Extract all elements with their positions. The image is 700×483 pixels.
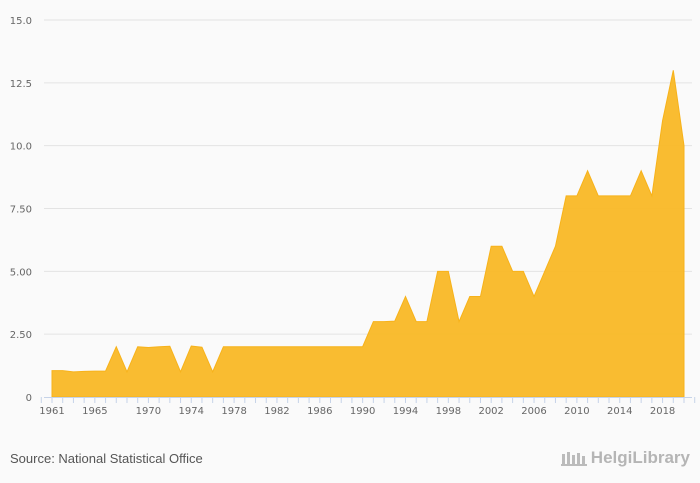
y-tick-label: 12.5: [10, 79, 32, 90]
area-chart: 0 2.50 5.00 7.50 10.0 12.5 15.0 1961 1965 1970 197…: [10, 16, 696, 417]
source-note: Source: National Statistical Office: [10, 451, 203, 466]
x-tick-label: 1970: [136, 406, 161, 417]
y-tick-label: 2.50: [10, 330, 32, 341]
x-tick-label: 1974: [179, 406, 204, 417]
x-tick-label: 2006: [521, 406, 546, 417]
helgi-library-logo[interactable]: HelgiLibrary: [560, 448, 690, 468]
y-tick-label: 5.00: [10, 267, 32, 278]
x-tick-label: 1998: [436, 406, 461, 417]
library-logo-icon: [560, 452, 587, 466]
y-tick-label: 7.50: [10, 205, 32, 216]
area-series: [51, 70, 685, 398]
x-tick-label: 1965: [82, 406, 107, 417]
x-tick-label: 1978: [221, 406, 246, 417]
x-tick-label: 1986: [307, 406, 332, 417]
x-tick-label: 2018: [650, 406, 675, 417]
x-tick-label: 1994: [393, 406, 418, 417]
y-tick-label: 10.0: [10, 142, 32, 153]
x-tick-label: 2010: [564, 406, 589, 417]
x-tick-label: 2014: [607, 406, 632, 417]
y-tick-label: 15.0: [10, 16, 32, 27]
x-tick-label: 1961: [39, 406, 64, 417]
y-tick-label: 0: [26, 393, 32, 404]
x-tick-label: 1982: [264, 406, 289, 417]
x-tick-label: 2002: [478, 406, 503, 417]
logo-text: HelgiLibrary: [590, 448, 690, 467]
x-tick-label: 1990: [350, 406, 375, 417]
